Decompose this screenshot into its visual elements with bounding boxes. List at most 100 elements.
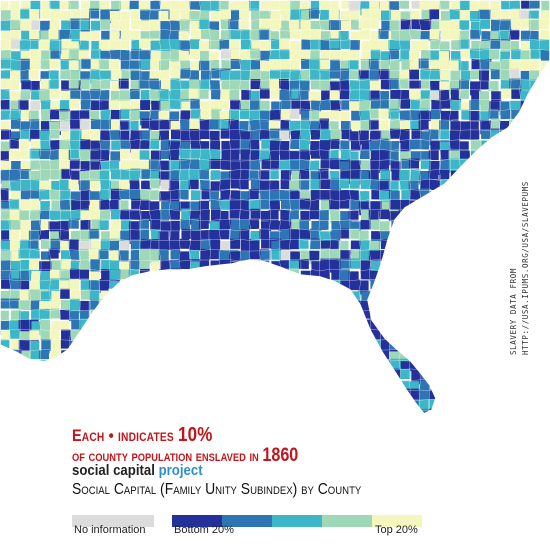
- county-cell: [28, 110, 39, 125]
- county-cell: [190, 261, 201, 272]
- county-cell: [0, 269, 19, 280]
- county-cell: [79, 310, 90, 325]
- county-cell: [309, 110, 320, 121]
- county-border-line: [8, 0, 12, 414]
- county-cell: [30, 48, 41, 59]
- county-cell: [270, 69, 281, 84]
- county-cell: [279, 159, 300, 170]
- county-cell: [189, 240, 210, 251]
- county-cell: [130, 239, 151, 250]
- county-cell: [259, 198, 270, 209]
- county-cell: [329, 110, 340, 121]
- county-cell: [41, 109, 52, 124]
- county-cell: [299, 49, 310, 64]
- county-cell: [149, 138, 160, 149]
- county-cell: [40, 201, 51, 212]
- county-border-line: [0, 158, 550, 162]
- county-cell: [379, 190, 390, 201]
- county-cell: [130, 138, 141, 153]
- county-cell: [188, 128, 199, 143]
- county-cell: [439, 41, 450, 56]
- county-cell: [58, 221, 69, 232]
- county-cell: [490, 0, 501, 11]
- county-cell: [351, 248, 362, 263]
- county-cell: [378, 181, 389, 192]
- county-cell: [369, 201, 390, 212]
- county-cell: [418, 120, 429, 131]
- county-cell: [510, 0, 521, 10]
- county-cell: [390, 89, 401, 100]
- county-cell: [239, 169, 250, 180]
- county-cell: [228, 1, 249, 12]
- county-cell: [409, 389, 420, 400]
- county-cell: [400, 139, 411, 154]
- county-cell: [509, 68, 520, 79]
- county-cell: [380, 170, 391, 181]
- county-cell: [390, 161, 401, 172]
- county-cell: [90, 89, 101, 100]
- county-cell: [251, 130, 262, 141]
- county-border-line: [0, 118, 550, 122]
- county-cell: [90, 130, 101, 145]
- county-cell: [349, 90, 370, 101]
- county-cell: [360, 219, 371, 230]
- county-cell: [220, 189, 231, 200]
- county-cell: [430, 80, 441, 91]
- county-cell: [348, 228, 359, 239]
- county-cell: [340, 60, 351, 71]
- county-cell: [168, 188, 179, 203]
- county-cell: [158, 231, 169, 242]
- county-cell: [230, 238, 241, 249]
- county-cell: [230, 99, 251, 110]
- county-cell: [310, 49, 321, 60]
- county-cell: [58, 280, 69, 291]
- county-cell: [419, 188, 430, 199]
- county-cell: [229, 149, 240, 160]
- county-cell: [431, 19, 442, 30]
- county-cell: [50, 8, 61, 19]
- county-cell: [0, 121, 11, 132]
- county-cell: [90, 299, 101, 310]
- county-cell: [230, 9, 241, 20]
- county-cell: [520, 60, 531, 71]
- county-cell: [329, 138, 340, 149]
- county-cell: [169, 40, 180, 51]
- county-cell: [10, 19, 21, 30]
- county-cell: [281, 10, 292, 21]
- county-cell: [49, 121, 60, 132]
- county-cell: [229, 208, 240, 219]
- county-cell: [40, 251, 51, 262]
- county-cell: [439, 81, 450, 92]
- county-cell: [279, 38, 290, 53]
- county-cell: [209, 60, 220, 75]
- county-cell: [340, 121, 351, 132]
- county-cell: [369, 39, 380, 50]
- county-cell: [180, 120, 191, 131]
- county-cell: [69, 279, 80, 290]
- county-cell: [59, 288, 70, 299]
- county-cell: [109, 30, 120, 45]
- county-cell: [479, 0, 490, 14]
- county-cell: [181, 101, 192, 112]
- county-cell: [400, 98, 411, 109]
- county-cell: [250, 208, 261, 219]
- county-cell: [70, 89, 81, 100]
- county-cell: [318, 210, 329, 221]
- county-cell: [270, 10, 281, 21]
- county-cell: [418, 111, 439, 122]
- county-cell: [28, 198, 39, 209]
- county-cell: [329, 50, 350, 61]
- county-cell: [160, 149, 171, 160]
- county-cell: [80, 90, 91, 105]
- county-cell: [130, 80, 141, 91]
- county-cell: [478, 59, 489, 70]
- county-cell: [110, 269, 121, 280]
- county-cell: [210, 0, 221, 11]
- county-cell: [21, 81, 32, 92]
- county-cell: [58, 149, 69, 164]
- county-cell: [321, 90, 332, 101]
- county-cell: [180, 110, 191, 125]
- county-cell: [451, 39, 462, 50]
- county-cell: [509, 59, 530, 70]
- county-cell: [188, 169, 199, 180]
